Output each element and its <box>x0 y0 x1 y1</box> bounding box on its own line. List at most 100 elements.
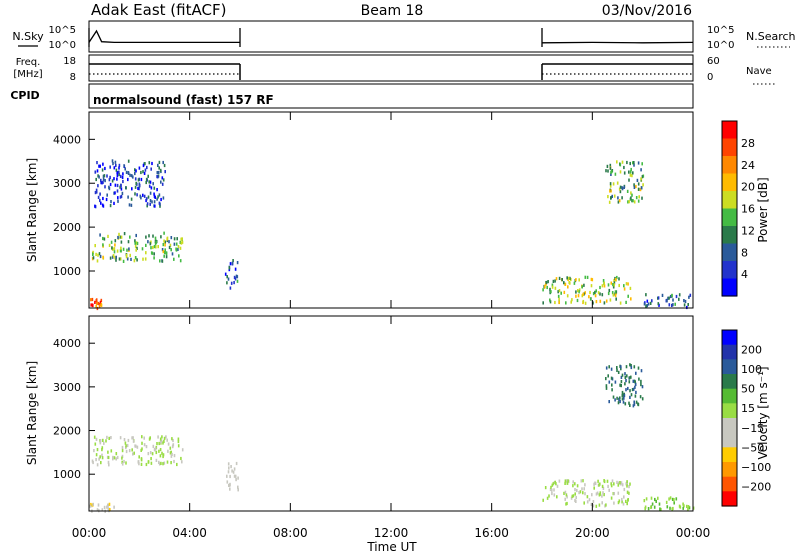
range-cell-0-44 <box>153 256 155 260</box>
range-cell-3-6 <box>628 491 630 495</box>
range-cell-1-15 <box>96 508 99 512</box>
range-cell-1-61 <box>157 163 159 167</box>
range-cell-0-119 <box>115 255 117 259</box>
range-cell-6-32 <box>678 297 680 301</box>
range-cell-3-98 <box>619 481 621 485</box>
range-cell-4-69 <box>612 395 615 399</box>
range-cell-1-156 <box>162 160 164 165</box>
range-cell-0-139 <box>106 435 108 439</box>
range-cell-4-102 <box>568 280 570 285</box>
range-cell-5-5 <box>619 190 622 194</box>
range-cell-1-177 <box>125 186 127 190</box>
range-cell-3-15 <box>236 261 239 265</box>
range-cell-5-82 <box>628 200 630 204</box>
range-cell-1-142 <box>134 185 137 189</box>
range-cell-0-19 <box>107 450 109 454</box>
range-cell-4-76 <box>551 283 554 287</box>
range-cell-4-31 <box>620 375 623 379</box>
range-cell-4-4 <box>592 292 595 296</box>
range-cell-4-105 <box>629 286 632 290</box>
range-cell-3-21 <box>607 484 609 488</box>
range-cell-0-17 <box>165 435 167 439</box>
range-cell-0-114 <box>175 247 177 251</box>
range-cell-0-8 <box>116 249 119 253</box>
range-cell-0-3 <box>170 461 172 465</box>
range-cell-3-2 <box>233 281 235 285</box>
range-cell-1-174 <box>131 174 133 178</box>
range-cell-6-12 <box>672 298 674 302</box>
range-cell-3-111 <box>611 479 614 483</box>
range-cell-4-30 <box>611 388 613 392</box>
range-cell-0-92 <box>145 445 148 449</box>
range-cell-3-57 <box>603 479 606 484</box>
range-cell-2-6 <box>234 474 237 478</box>
nave-label: Nave <box>746 66 772 77</box>
colorbar-tick-5: 8 <box>741 246 748 259</box>
range-cell-6-18 <box>678 293 681 297</box>
range-cell-4-61 <box>632 379 635 383</box>
range-cell-4-43 <box>615 297 617 301</box>
range-cell-4-29 <box>554 286 557 290</box>
range-cell-0-86 <box>166 236 169 240</box>
range-cell-3-71 <box>599 492 601 496</box>
range-cell-6-10 <box>668 303 671 307</box>
range-cell-0-111 <box>133 259 136 263</box>
range-cell-4-41 <box>633 400 635 404</box>
range-cell-0-100 <box>157 435 159 439</box>
colorbar-tick-7: −200 <box>741 480 771 493</box>
range-cell-0-125 <box>155 240 157 244</box>
range-cell-1-91 <box>110 200 112 204</box>
range-cell-3-114 <box>586 500 589 504</box>
range-cell-4-1 <box>613 278 615 283</box>
range-cell-1-176 <box>98 175 100 179</box>
range-cell-0-134 <box>97 253 99 257</box>
range-cell-3-20 <box>613 501 615 505</box>
range-cell-5-63 <box>637 199 640 203</box>
range-cell-0-8 <box>140 462 143 466</box>
range-cell-2-14 <box>90 303 92 307</box>
range-cell-3-28 <box>570 496 573 500</box>
range-cell-5-21 <box>609 163 612 167</box>
range-cell-0-76 <box>95 453 98 457</box>
range-cell-0-131 <box>134 444 136 448</box>
range-cell-0-128 <box>121 462 124 466</box>
power-colorbar: 28 24 20 16 12 8 4 <box>721 120 755 297</box>
range-cell-2-12 <box>98 302 101 306</box>
colorbar-swatch-3 <box>722 374 737 390</box>
range-cell-4-106 <box>544 284 546 288</box>
range-cell-3-40 <box>586 495 589 499</box>
range-cell-0-7 <box>134 239 136 243</box>
range-cell-5-51 <box>613 194 616 198</box>
range-cell-0-15 <box>149 451 152 455</box>
range-cell-0-116 <box>94 442 97 446</box>
range-cell-1-136 <box>159 168 162 172</box>
range-cell-1-124 <box>115 163 117 168</box>
range-cell-5-59 <box>628 170 630 174</box>
range-cell-1-4 <box>97 503 100 507</box>
range-cell-0-75 <box>181 448 184 452</box>
range-cell-3-119 <box>627 498 629 502</box>
range-cell-2-18 <box>100 302 103 306</box>
range-cell-0-89 <box>161 435 163 439</box>
range-cell-3-24 <box>621 500 623 504</box>
range-cell-4-85 <box>637 402 639 406</box>
range-cell-4-76 <box>605 366 608 370</box>
range-cell-4-14 <box>605 386 608 390</box>
range-cell-5-74 <box>641 175 644 179</box>
range-cell-3-0 <box>233 275 236 279</box>
range-cell-1-128 <box>104 185 106 189</box>
xtick-label-1: 04:00 <box>172 526 207 540</box>
range-cell-6-15 <box>689 293 692 297</box>
range-cell-1-50 <box>94 191 97 195</box>
range-cell-1-150 <box>140 177 143 182</box>
range-cell-4-54 <box>625 300 627 304</box>
range-cell-1-14 <box>136 193 138 197</box>
range-cell-1-127 <box>122 179 124 184</box>
range-cell-3-101 <box>597 479 599 483</box>
range-cell-0-104 <box>168 245 171 250</box>
range-cell-0-58 <box>123 232 126 236</box>
range-cell-3-64 <box>602 486 605 490</box>
range-cell-1-175 <box>127 171 130 175</box>
range-cell-0-24 <box>95 458 97 462</box>
range-cell-1-113 <box>140 170 142 175</box>
